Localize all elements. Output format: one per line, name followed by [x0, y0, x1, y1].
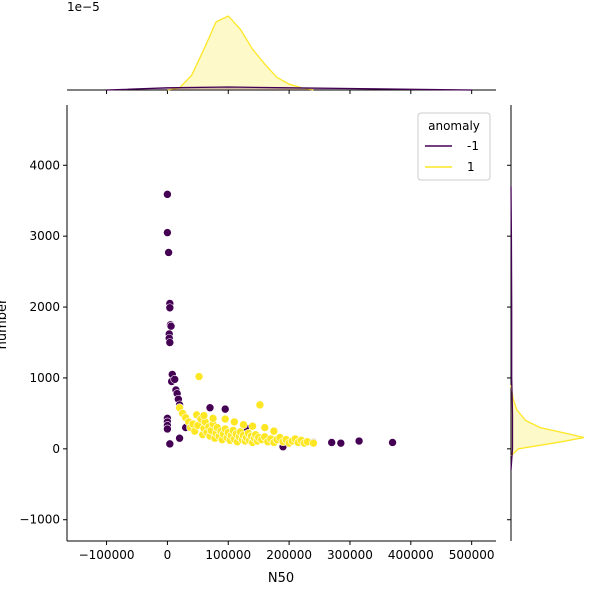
y-tick-label: 4000	[29, 158, 60, 172]
right-kde-fill	[511, 385, 584, 456]
point-anomaly-1	[220, 414, 230, 424]
x-tick-label: 0	[164, 548, 172, 562]
legend-label-pos1: 1	[467, 160, 475, 174]
main-scatter-plot: −100000 0 100000 200000 300000 400000 500000 −1…	[19, 105, 496, 562]
x-tick-label: 100000	[205, 548, 251, 562]
point-anomaly-1	[255, 400, 265, 410]
y-tick-label: 2000	[29, 300, 60, 314]
y-tick-label: −1000	[19, 513, 60, 527]
x-tick-label: −100000	[79, 548, 135, 562]
legend-title: anomaly	[428, 119, 480, 133]
y-tick-label: 3000	[29, 229, 60, 243]
top-marginal-density	[67, 15, 496, 94]
y-tick-label: 1000	[29, 371, 60, 385]
point-anomaly-neg1	[165, 439, 175, 449]
point-anomaly-neg1	[354, 436, 364, 446]
top-kde-fill	[167, 16, 314, 90]
x-tick-label: 200000	[266, 548, 312, 562]
point-anomaly-1	[230, 417, 239, 427]
y-tick-label: 0	[52, 442, 60, 456]
legend: anomaly -1 1	[417, 112, 491, 181]
top-axis-offset-label: 1e−5	[67, 0, 100, 14]
point-anomaly-neg1	[220, 404, 230, 414]
top-kde-line	[106, 86, 472, 91]
point-anomaly-neg1	[165, 303, 175, 313]
x-tick-label: 400000	[388, 548, 434, 562]
x-tick-label: 500000	[449, 548, 495, 562]
point-anomaly-1	[269, 426, 279, 436]
point-anomaly-neg1	[175, 433, 184, 443]
x-tick-label: 300000	[327, 548, 373, 562]
right-marginal-density	[507, 105, 585, 541]
point-anomaly-1	[194, 372, 204, 381]
point-anomaly-neg1	[205, 403, 215, 413]
right-kde-line	[510, 384, 585, 457]
point-anomaly-neg1	[163, 190, 172, 199]
point-anomaly-neg1	[166, 321, 176, 331]
point-anomaly-1	[309, 438, 318, 448]
point-anomaly-1	[199, 411, 209, 420]
point-anomaly-1	[208, 414, 218, 423]
legend-box	[417, 112, 491, 181]
point-anomaly-neg1	[163, 424, 172, 434]
point-anomaly-1	[239, 420, 248, 430]
point-anomaly-neg1	[163, 228, 172, 237]
legend-label-neg1: -1	[467, 139, 479, 153]
point-anomaly-neg1	[336, 438, 346, 448]
point-anomaly-neg1	[388, 438, 397, 447]
point-anomaly-neg1	[165, 338, 175, 347]
point-anomaly-neg1	[327, 438, 337, 447]
point-anomaly-neg1	[164, 248, 173, 257]
point-anomaly-1	[260, 423, 270, 432]
top-kde-line	[167, 15, 314, 91]
point-anomaly-1	[248, 421, 257, 431]
point-anomaly-neg1	[170, 375, 180, 384]
y-axis-label: number	[0, 298, 10, 349]
right-kde-line	[510, 186, 514, 471]
x-axis-label: N50	[268, 571, 294, 586]
